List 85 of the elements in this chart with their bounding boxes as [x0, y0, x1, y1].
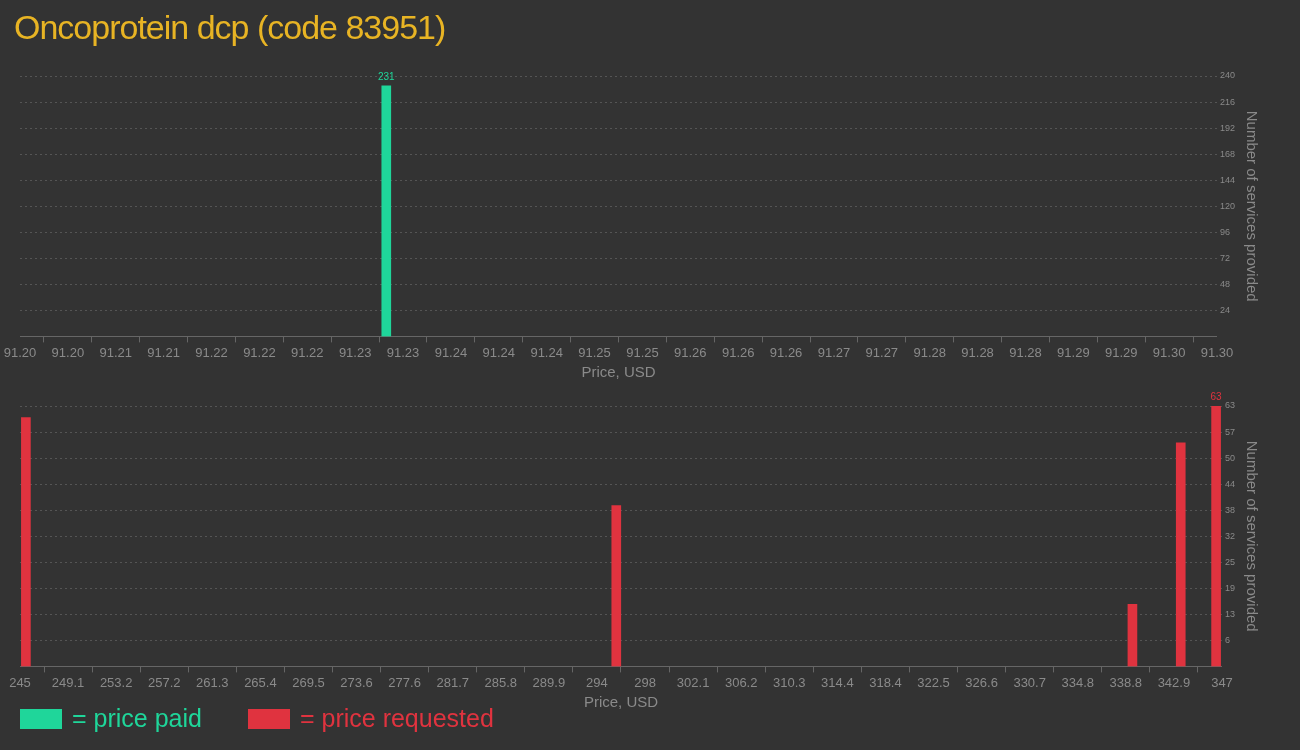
- y-tick-label: 216: [1219, 96, 1236, 107]
- legend-label: = price paid: [72, 704, 202, 733]
- x-tick-label: 91.24: [434, 344, 468, 360]
- x-tick-label: 302.1: [676, 674, 710, 690]
- y-tick-label: 72: [1219, 252, 1230, 263]
- y-tick-label: 57: [1224, 426, 1235, 437]
- y-tick-label: 6: [1224, 634, 1230, 645]
- x-tick-label: 91.22: [243, 344, 276, 360]
- bar: [1127, 604, 1138, 667]
- y-tick-label: 63: [1224, 400, 1235, 411]
- y-axis-title: Number of services provided: [1243, 110, 1261, 302]
- y-tick-label: 48: [1219, 278, 1230, 289]
- x-tick-label: 91.29: [1057, 344, 1090, 360]
- x-tick-label: 342.9: [1157, 674, 1191, 690]
- x-tick-label: 347: [1211, 674, 1233, 690]
- x-tick-label: 245: [9, 674, 31, 690]
- x-tick-label: 330.7: [1013, 674, 1046, 690]
- x-tick-label: 253.2: [99, 674, 133, 690]
- y-tick-label: 19: [1224, 582, 1235, 593]
- bar: [1175, 442, 1186, 667]
- x-tick-label: 91.20: [51, 344, 85, 360]
- x-tick-label: 91.27: [865, 344, 899, 360]
- x-tick-label: 91.28: [913, 344, 946, 360]
- x-tick-label: 91.22: [291, 344, 324, 360]
- x-tick-label: 91.28: [1009, 344, 1042, 360]
- x-tick-label: 91.30: [1152, 344, 1186, 360]
- y-tick-label: 192: [1219, 122, 1236, 133]
- x-tick-label: 294: [586, 674, 608, 690]
- x-tick-label: 249.1: [51, 674, 85, 690]
- x-tick-label: 91.30: [1200, 344, 1234, 360]
- x-tick-label: 91.24: [530, 344, 563, 360]
- x-axis-title: Price, USD: [581, 363, 656, 381]
- x-tick-label: 298: [634, 674, 656, 690]
- x-tick-label: 91.26: [674, 344, 707, 360]
- x-tick-label: 269.5: [292, 674, 325, 690]
- x-tick-label: 91.21: [147, 344, 180, 360]
- x-tick-label: 91.23: [386, 344, 420, 360]
- y-tick-label: 38: [1224, 504, 1235, 515]
- y-tick-label: 96: [1219, 226, 1230, 237]
- x-tick-label: 91.26: [721, 344, 755, 360]
- x-tick-label: 277.6: [388, 674, 421, 690]
- y-tick-label: 32: [1224, 530, 1235, 541]
- x-tick-label: 318.4: [869, 674, 902, 690]
- x-tick-label: 91.25: [626, 344, 659, 360]
- x-tick-label: 273.6: [340, 674, 373, 690]
- y-tick-label: 120: [1219, 200, 1236, 211]
- x-tick-label: 91.25: [578, 344, 611, 360]
- x-tick-label: 322.5: [917, 674, 950, 690]
- bar: [611, 505, 622, 667]
- x-tick-label: 285.8: [484, 674, 518, 690]
- x-tick-label: 91.20: [3, 344, 37, 360]
- x-tick-label: 265.4: [244, 674, 277, 690]
- y-tick-label: 168: [1219, 148, 1236, 159]
- x-tick-label: 334.8: [1061, 674, 1095, 690]
- y-tick-label: 13: [1224, 608, 1235, 619]
- x-tick-label: 91.22: [195, 344, 228, 360]
- bar: [21, 417, 31, 667]
- y-tick-label: 144: [1219, 174, 1236, 185]
- y-axis-title: Number of services provided: [1243, 440, 1261, 632]
- x-tick-label: 306.2: [724, 674, 758, 690]
- x-tick-label: 91.27: [817, 344, 851, 360]
- x-tick-label: 338.8: [1109, 674, 1143, 690]
- y-tick-label: 240: [1219, 70, 1236, 81]
- bar: [1211, 406, 1221, 667]
- chart-title: Oncoprotein dcp (code 83951): [14, 8, 446, 47]
- y-tick-label: 25: [1224, 556, 1235, 567]
- x-tick-label: 257.2: [147, 674, 181, 690]
- x-tick-label: 91.23: [338, 344, 372, 360]
- x-tick-label: 261.3: [196, 674, 229, 690]
- x-tick-label: 91.21: [99, 344, 133, 360]
- x-tick-label: 91.26: [769, 344, 803, 360]
- x-tick-label: 91.28: [961, 344, 994, 360]
- legend-label: = price requested: [299, 704, 494, 733]
- x-axis-title: Price, USD: [583, 693, 659, 711]
- x-tick-label: 289.9: [532, 674, 566, 690]
- y-tick-label: 44: [1224, 478, 1235, 489]
- x-tick-label: 314.4: [821, 674, 854, 690]
- data-label: 231: [377, 70, 396, 82]
- x-tick-label: 281.7: [436, 674, 469, 690]
- x-tick-label: 91.29: [1104, 344, 1138, 360]
- y-tick-label: 50: [1224, 452, 1235, 463]
- x-tick-label: 91.24: [482, 344, 516, 360]
- y-tick-label: 24: [1219, 304, 1230, 315]
- x-tick-label: 326.6: [965, 674, 998, 690]
- x-tick-label: 310.3: [773, 674, 806, 690]
